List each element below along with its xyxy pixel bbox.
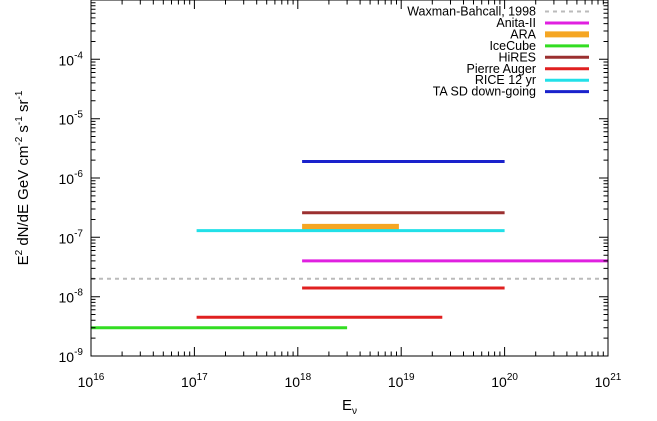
legend-label-4: HiRES	[498, 50, 536, 64]
y-axis-title-part-7: -1	[14, 90, 25, 99]
y-axis-title-part-2: dN/dE GeV cm	[15, 146, 32, 250]
legend-label-0: Waxman-Bahcall, 1998	[407, 5, 536, 19]
y-tick-label-4: 10-5	[59, 110, 84, 128]
axis-ticks	[90, 0, 609, 357]
x-axis-title-base: E	[342, 397, 352, 414]
x-tick-label-0: 1016	[78, 372, 105, 390]
x-axis-title: Eν	[342, 397, 357, 417]
legend: Waxman-Bahcall, 1998Anita-IIARAIceCubeHi…	[407, 5, 589, 99]
y-tick-label-5: 10-4	[59, 50, 84, 68]
ticks-layer	[90, 0, 609, 357]
x-tick-label-2: 1018	[284, 372, 311, 390]
series-layer	[91, 160, 608, 330]
y-axis-title-part-0: E	[15, 255, 32, 265]
y-tick-label-1: 10-8	[59, 288, 84, 306]
x-axis-title-subscript: ν	[352, 406, 357, 417]
legend-label-7: TA SD down-going	[433, 85, 536, 99]
y-axis-title: E2 dN/dE GeV cm-2 s-1 sr-1	[14, 90, 32, 265]
y-tick-label-3: 10-6	[59, 169, 84, 187]
y-tick-label-2: 10-7	[59, 228, 84, 246]
y-axis-title-part-1: 2	[14, 249, 25, 255]
y-axis-title-part-5: -1	[14, 116, 25, 125]
legend-label-3: IceCube	[489, 39, 536, 53]
legend-label-5: Pierre Auger	[467, 62, 536, 76]
x-tick-label-1: 1017	[181, 372, 208, 390]
y-axis-title-part-6: sr	[15, 99, 32, 116]
x-tick-label-5: 1021	[595, 372, 622, 390]
x-tick-label-3: 1019	[388, 372, 415, 390]
y-axis-title-part-4: s	[15, 125, 32, 137]
legend-label-2: ARA	[510, 27, 536, 41]
legend-label-1: Anita-II	[496, 16, 536, 30]
tick-labels-layer: 1016 1017 1018 1019 1020 1021 10-9 10-8 10-7 10-6…	[59, 50, 622, 390]
y-axis-title-part-3: -2	[14, 136, 25, 145]
y-tick-label-0: 10-9	[59, 347, 84, 365]
x-tick-label-4: 1020	[491, 372, 518, 390]
legend-label-6: RICE 12 yr	[475, 73, 536, 87]
